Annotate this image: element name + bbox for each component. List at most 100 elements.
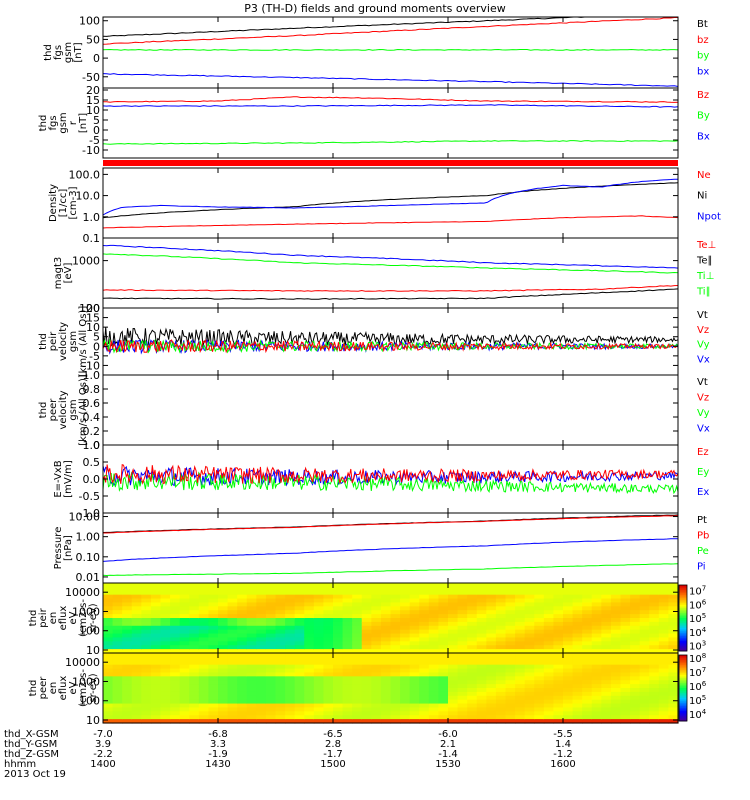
panel-frame	[102, 167, 679, 239]
heatmap-cell	[198, 715, 210, 720]
heatmap-cell	[285, 656, 296, 662]
heatmap-cell	[237, 633, 248, 639]
heatmap-cell	[208, 695, 219, 701]
heatmap-cell	[342, 629, 353, 635]
heatmap-cell	[563, 719, 574, 724]
heatmap-cell	[227, 695, 238, 701]
heatmap-cell	[428, 649, 440, 654]
heatmap-cell	[390, 649, 401, 654]
heatmap-cell	[371, 668, 382, 674]
heatmap-cell	[620, 680, 631, 685]
heatmap-cell	[141, 672, 152, 677]
colorbar-segment	[679, 626, 687, 629]
heatmap-cell	[103, 707, 114, 712]
heatmap-cell	[620, 637, 631, 642]
y-tick-label: 100	[79, 695, 100, 708]
heatmap-cell	[428, 645, 440, 650]
y-axis-label: sr-eV)	[88, 673, 99, 702]
heatmap-cell	[515, 645, 526, 650]
heatmap-cell	[265, 715, 277, 720]
heatmap-cell	[524, 625, 535, 631]
heatmap-cell	[218, 637, 229, 642]
heatmap-cell	[380, 711, 392, 716]
heatmap-cell	[361, 695, 372, 701]
heatmap-cell	[141, 610, 152, 615]
heatmap-cell	[457, 641, 468, 646]
heatmap-cell	[515, 691, 526, 697]
heatmap-cell	[467, 653, 478, 658]
heatmap-cell	[409, 656, 420, 662]
heatmap-cell	[524, 614, 535, 619]
heatmap-cell	[227, 653, 238, 658]
heatmap-cell	[371, 672, 382, 677]
heatmap-cell	[620, 633, 631, 639]
heatmap-cell	[352, 711, 363, 716]
heatmap-cell	[409, 707, 420, 712]
heatmap-cell	[294, 684, 305, 689]
heatmap-cell	[620, 672, 631, 677]
heatmap-cell	[323, 606, 334, 611]
heatmap-cell	[313, 637, 325, 642]
heatmap-cell	[582, 719, 593, 724]
heatmap-cell	[170, 606, 181, 611]
heatmap-cell	[582, 649, 593, 654]
heatmap-cell	[208, 688, 219, 693]
heatmap-cell	[668, 586, 679, 592]
heatmap-cell	[409, 625, 420, 631]
heatmap-cell	[495, 614, 507, 619]
heatmap-cell	[649, 691, 660, 697]
heatmap-cell	[591, 633, 602, 639]
heatmap-cell	[457, 699, 468, 705]
heatmap-cell	[352, 695, 363, 701]
heatmap-cell	[601, 676, 612, 681]
heatmap-cell	[524, 618, 535, 623]
heatmap-cell	[582, 621, 593, 627]
heatmap-cell	[582, 676, 593, 681]
heatmap-cell	[390, 645, 401, 650]
colorbar-segment	[679, 586, 687, 589]
heatmap-cell	[294, 656, 305, 662]
heatmap-cell	[170, 598, 181, 604]
heatmap-cell	[476, 614, 487, 619]
heatmap-cell	[409, 672, 420, 677]
heatmap-cell	[103, 586, 114, 592]
heatmap-cell	[486, 583, 497, 588]
heatmap-cell	[400, 594, 411, 600]
y-axis-label: (cm2-s-	[78, 599, 89, 637]
heatmap-cell	[112, 719, 123, 724]
heatmap-cell	[179, 645, 190, 650]
heatmap-cell	[313, 668, 325, 674]
heatmap-cell	[246, 625, 257, 631]
y-tick-label: 0.10	[76, 551, 101, 564]
heatmap-cell	[218, 672, 229, 677]
heatmap-cell	[610, 676, 622, 681]
heatmap-cell	[333, 688, 344, 693]
heatmap-cell	[448, 633, 459, 639]
heatmap-cell	[112, 707, 123, 712]
heatmap-cell	[313, 598, 325, 604]
heatmap-cell	[208, 583, 219, 588]
heatmap-cell	[668, 621, 679, 627]
heatmap-cell	[227, 676, 238, 681]
heatmap-cell	[553, 684, 564, 689]
heatmap-cell	[122, 695, 133, 701]
heatmap-cell	[170, 699, 181, 705]
heatmap-cell	[227, 602, 238, 607]
heatmap-cell	[649, 719, 660, 724]
heatmap-cell	[524, 711, 535, 716]
heatmap-cell	[572, 715, 583, 720]
heatmap-cell	[524, 699, 535, 705]
series-line-ni	[102, 182, 679, 219]
heatmap-cell	[198, 719, 210, 724]
heatmap-cell	[448, 660, 459, 666]
colorbar-segment	[679, 642, 687, 645]
heatmap-cell	[304, 684, 315, 689]
heatmap-cell	[563, 660, 574, 666]
heatmap-cell	[103, 602, 114, 607]
heatmap-cell	[275, 606, 286, 611]
heatmap-cell	[371, 621, 382, 627]
heatmap-cell	[553, 625, 564, 631]
heatmap-cell	[208, 621, 219, 627]
heatmap-cell	[313, 633, 325, 639]
heatmap-cell	[668, 602, 679, 607]
